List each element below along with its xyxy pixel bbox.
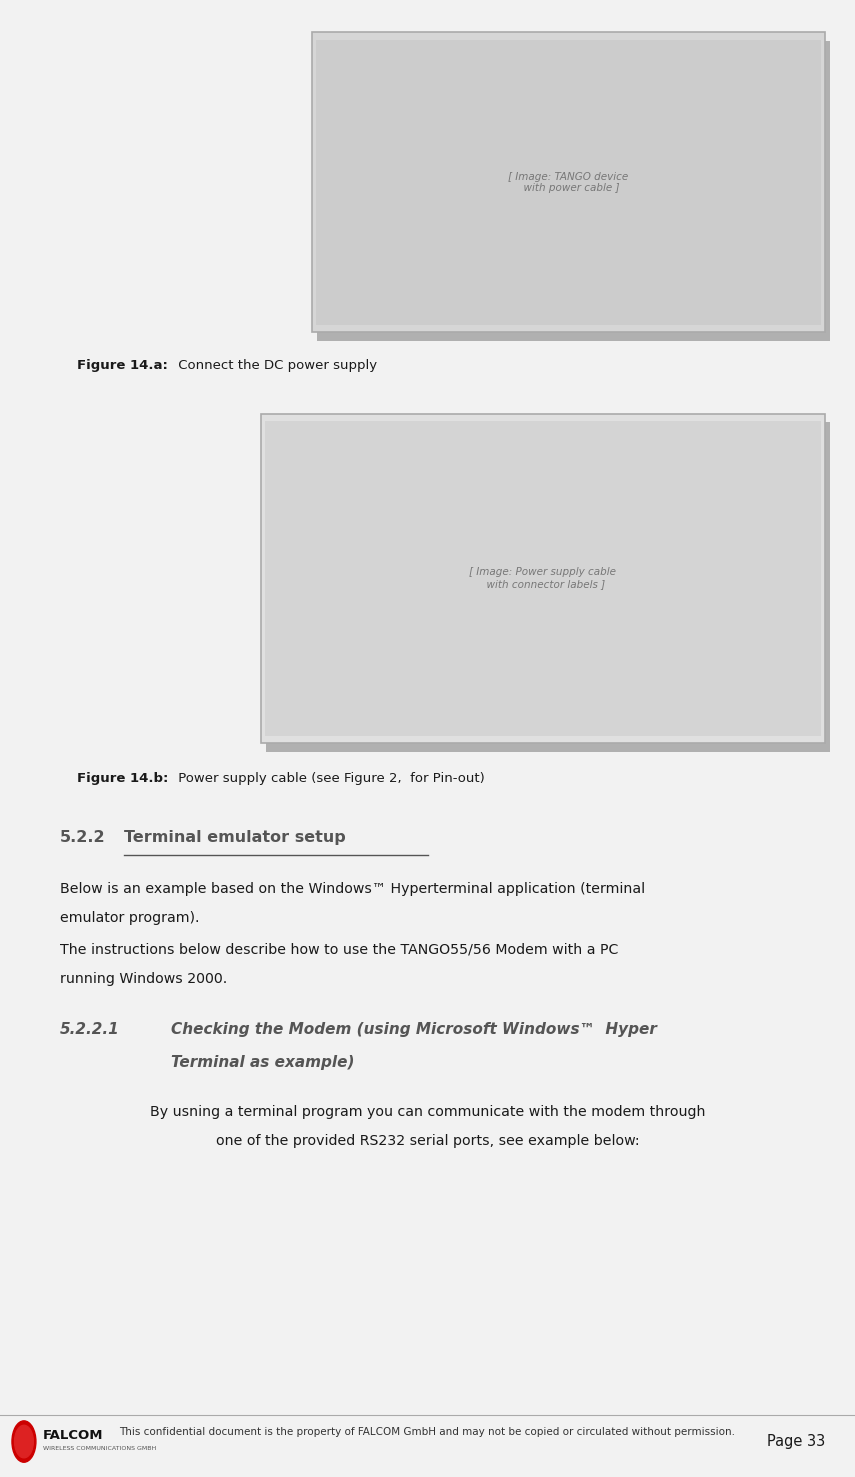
Text: [ Image: Power supply cable
  with connector labels ]: [ Image: Power supply cable with connect… — [469, 567, 616, 589]
Circle shape — [12, 1421, 36, 1462]
Text: Below is an example based on the Windows™ Hyperterminal application (terminal: Below is an example based on the Windows… — [60, 882, 645, 895]
Bar — [316, 40, 821, 325]
Text: Terminal as example): Terminal as example) — [171, 1055, 355, 1069]
Text: By usning a terminal program you can communicate with the modem through: By usning a terminal program you can com… — [150, 1105, 705, 1118]
Text: This confidential document is the property of FALCOM GmbH and may not be copied : This confidential document is the proper… — [120, 1427, 735, 1437]
Bar — [312, 32, 825, 332]
Text: Power supply cable (see Figure 2,  for Pin-out): Power supply cable (see Figure 2, for Pi… — [174, 772, 484, 786]
Text: emulator program).: emulator program). — [60, 911, 199, 925]
Text: The instructions below describe how to use the TANGO55/56 Modem with a PC: The instructions below describe how to u… — [60, 942, 618, 956]
Text: one of the provided RS232 serial ports, see example below:: one of the provided RS232 serial ports, … — [215, 1134, 640, 1148]
Bar — [317, 41, 830, 341]
Circle shape — [15, 1425, 33, 1458]
Text: Checking the Modem (using Microsoft Windows™  Hyper: Checking the Modem (using Microsoft Wind… — [171, 1022, 657, 1037]
Text: running Windows 2000.: running Windows 2000. — [60, 972, 227, 985]
Text: WIRELESS COMMUNICATIONS GMBH: WIRELESS COMMUNICATIONS GMBH — [43, 1446, 156, 1452]
Text: FALCOM: FALCOM — [43, 1430, 103, 1442]
Bar — [266, 422, 830, 752]
Text: 5.2.2: 5.2.2 — [60, 830, 105, 845]
Bar — [265, 421, 821, 736]
Text: Connect the DC power supply: Connect the DC power supply — [174, 359, 377, 372]
Text: Terminal emulator setup: Terminal emulator setup — [124, 830, 345, 845]
Text: 5.2.2.1: 5.2.2.1 — [60, 1022, 120, 1037]
Text: Figure 14.b:: Figure 14.b: — [77, 772, 168, 786]
Text: [ Image: TANGO device
  with power cable ]: [ Image: TANGO device with power cable ] — [509, 171, 628, 193]
Text: Page 33: Page 33 — [767, 1434, 825, 1449]
Text: Figure 14.a:: Figure 14.a: — [77, 359, 168, 372]
Bar — [261, 414, 825, 743]
